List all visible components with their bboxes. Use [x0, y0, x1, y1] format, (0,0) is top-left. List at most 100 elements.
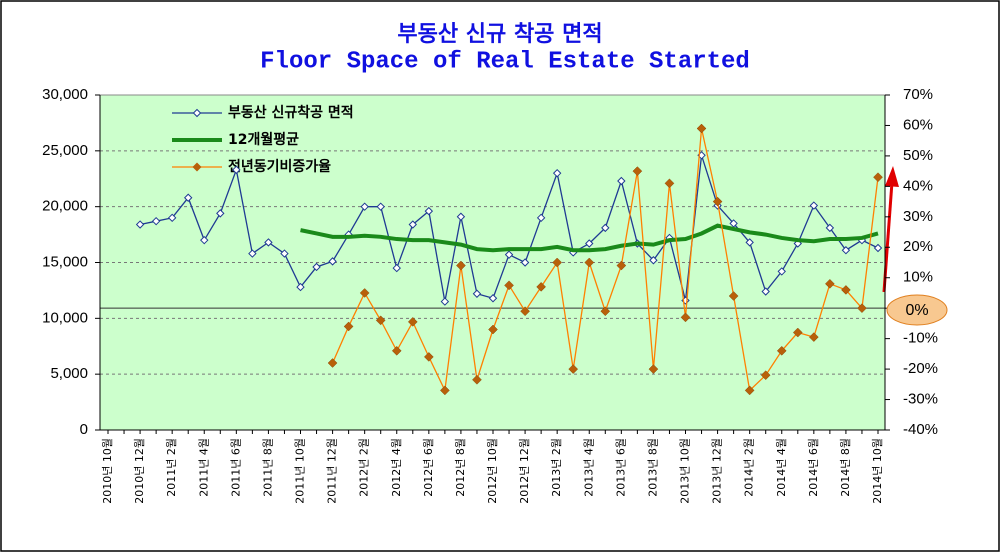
x-tick-label: 2012년 4월 [390, 438, 403, 497]
point [280, 249, 289, 258]
x-tick-label: 2014년 4월 [775, 438, 788, 497]
y2-tick-label: 30% [903, 208, 933, 225]
y2-tick-label: -40% [903, 421, 938, 438]
point [488, 294, 498, 303]
point [841, 285, 851, 295]
x-tick-label: 2013년 4월 [582, 438, 595, 497]
y2-tick-label: 10% [903, 269, 933, 286]
y2-tick-label: -20% [903, 360, 938, 377]
x-tick-label: 2012년 8월 [454, 438, 467, 497]
point [296, 282, 305, 292]
point [264, 238, 273, 247]
legend-label: 부동산 신규착공 면적 [228, 104, 354, 121]
y-tick-label: 30,000 [42, 86, 88, 103]
point [552, 168, 562, 178]
point [792, 327, 803, 338]
y2-tick-label: 70% [903, 86, 933, 103]
point [552, 257, 563, 268]
point [584, 257, 595, 268]
point [632, 166, 643, 176]
annotation: 0% [905, 302, 928, 319]
point [873, 243, 883, 253]
point [873, 172, 883, 183]
point [648, 364, 659, 374]
y-tick-label: 10,000 [42, 309, 88, 326]
point [825, 278, 835, 289]
point [200, 235, 209, 245]
point [407, 317, 418, 327]
legend: 부동산 신규착공 면적 12개월평균 전년동기비증가율 [172, 104, 354, 175]
point [375, 315, 386, 326]
x-tick-label: 2010년 10월 [101, 438, 114, 504]
point [232, 165, 241, 175]
legend-label: 전년동기비증가율 [228, 158, 331, 175]
point [248, 249, 257, 258]
point [327, 358, 338, 368]
point [360, 202, 369, 211]
x-tick-label: 2013년 10월 [679, 438, 692, 504]
point [504, 280, 514, 291]
y-tick-label: 5,000 [50, 365, 88, 382]
point [777, 267, 786, 276]
x-tick-label: 2010년 12월 [133, 438, 146, 504]
point [456, 212, 466, 221]
x-tick-label: 2011년 10월 [294, 438, 307, 504]
x-tick-label: 2012년 10월 [486, 438, 499, 504]
x-tick-label: 2011년 2월 [165, 438, 178, 497]
arrow-head [885, 166, 899, 187]
x-tick-label: 2013년 8월 [646, 438, 659, 497]
x-tick-label: 2014년 6월 [807, 438, 820, 497]
point [536, 282, 546, 292]
point [616, 260, 627, 271]
point [744, 385, 755, 396]
point [536, 213, 546, 223]
x-tick-label: 2011년 8월 [261, 438, 274, 497]
point [424, 206, 434, 216]
y-tick-label: 20,000 [42, 198, 88, 215]
y2-tick-label: 20% [903, 238, 933, 255]
y2-tick-label: 60% [903, 116, 933, 133]
point [440, 297, 450, 306]
point [649, 256, 658, 265]
point [520, 258, 530, 267]
point [600, 306, 611, 317]
x-tick-label: 2011년 12월 [326, 438, 339, 504]
y-tick-label: 25,000 [42, 142, 88, 159]
point [167, 213, 177, 223]
point [712, 196, 723, 207]
x-tick-label: 2013년 12월 [711, 438, 724, 504]
point [216, 209, 225, 218]
y2-tick-label: -10% [903, 330, 938, 347]
x-tick-label: 2014년 8월 [839, 438, 852, 497]
chart-subtitle: Floor Space of Real Estate Started [260, 48, 750, 75]
x-tick-label: 2012년 6월 [422, 438, 435, 497]
point [359, 288, 370, 298]
point [745, 238, 754, 247]
point [808, 332, 819, 342]
x-tick-label: 2012년 12월 [518, 438, 531, 504]
point [135, 220, 145, 229]
point [376, 202, 385, 211]
y-tick-label: 15,000 [42, 253, 88, 270]
point [601, 223, 610, 233]
x-tick-label: 2012년 2월 [358, 438, 371, 497]
annotation-bubble [886, 294, 948, 326]
point [729, 219, 738, 228]
x-tick-label: 2014년 10월 [871, 438, 884, 504]
chart-title: 부동산 신규 착공 면적 [397, 22, 602, 47]
point [472, 374, 482, 385]
point [408, 220, 417, 229]
point [841, 246, 851, 255]
legend-marker [192, 108, 202, 118]
point [728, 291, 739, 301]
x-tick-label: 2011년 6월 [229, 438, 242, 497]
point [391, 345, 402, 356]
point [568, 364, 579, 374]
point [328, 257, 337, 266]
point [504, 250, 514, 259]
point [857, 303, 867, 314]
point [520, 306, 530, 317]
x-tick-label: 2013년 2월 [550, 438, 563, 497]
point [696, 123, 707, 134]
